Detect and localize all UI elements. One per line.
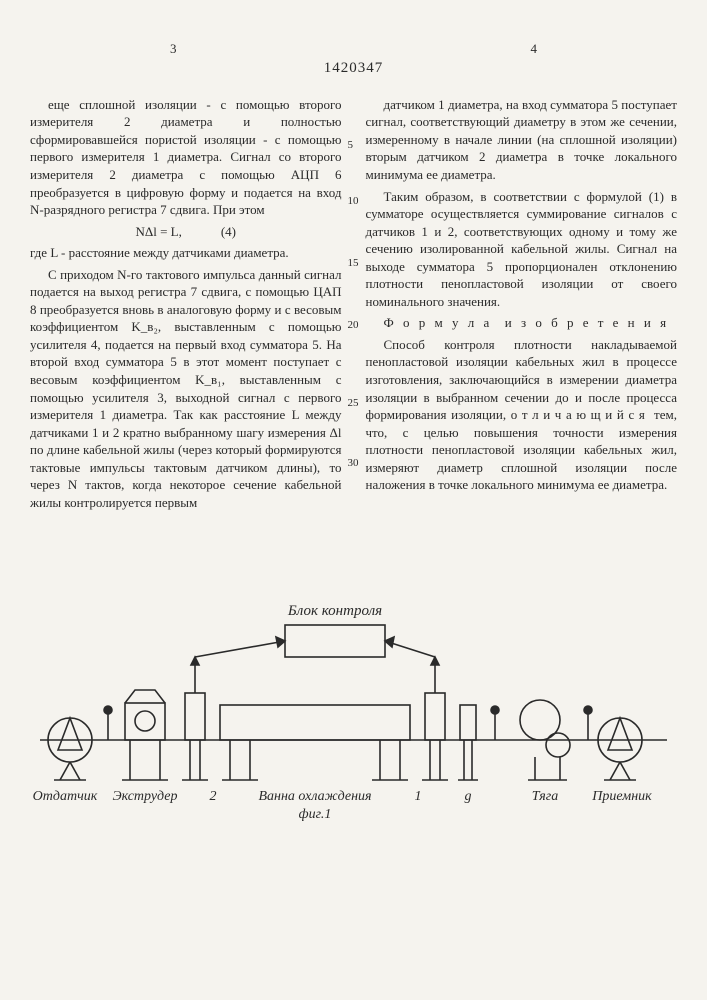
page-num-left: 3	[170, 40, 177, 58]
ln-30: 30	[348, 456, 359, 471]
text-columns: еще сплошной изоляции - с помощью второг…	[30, 96, 677, 516]
ln-25: 25	[348, 396, 359, 411]
fig-label: фиг.1	[299, 807, 332, 822]
left-para-3: С приходом N-го тактового импульса данны…	[30, 266, 342, 512]
left-column: еще сплошной изоляции - с помощью второг…	[30, 96, 342, 516]
marker-g-label: g	[465, 789, 472, 804]
bath-label: Ванна охлаждения	[258, 789, 371, 804]
ln-5: 5	[348, 138, 354, 153]
traction-label: Тяга	[532, 789, 558, 804]
receiver-label: Приемник	[591, 789, 652, 804]
marker-1-label: 1	[415, 789, 422, 804]
ln-20: 20	[348, 318, 359, 333]
ln-15: 15	[348, 256, 359, 271]
formula-title: Ф о р м у л а и з о б р е т е н и я	[366, 314, 678, 332]
formula-4: NΔl = L, (4)	[30, 223, 342, 241]
right-para-3: Способ контроля плотности накладываемой …	[366, 336, 678, 494]
right-column: 5 10 15 20 25 30 датчиком 1 диаметра, на…	[366, 96, 678, 516]
right-para-1: датчиком 1 диаметра, на вход сумматора 5…	[366, 96, 678, 184]
marker-2-label: 2	[210, 789, 217, 804]
extruder-label: Экструдер	[113, 789, 178, 804]
control-block-label: Блок контроля	[287, 603, 382, 619]
page-num-right: 4	[531, 40, 538, 58]
sender-label: Отдатчик	[33, 789, 98, 804]
left-para-2: где L - расстояние между датчиками диаме…	[30, 244, 342, 262]
ln-10: 10	[348, 194, 359, 209]
left-para-1: еще сплошной изоляции - с помощью второг…	[30, 96, 342, 219]
right-para-2: Таким образом, в соответствии с формулой…	[366, 188, 678, 311]
document-number: 1420347	[30, 58, 677, 78]
process-diagram: Блок контроля Отдатчик Экструдер 2 Ванна…	[30, 575, 677, 835]
